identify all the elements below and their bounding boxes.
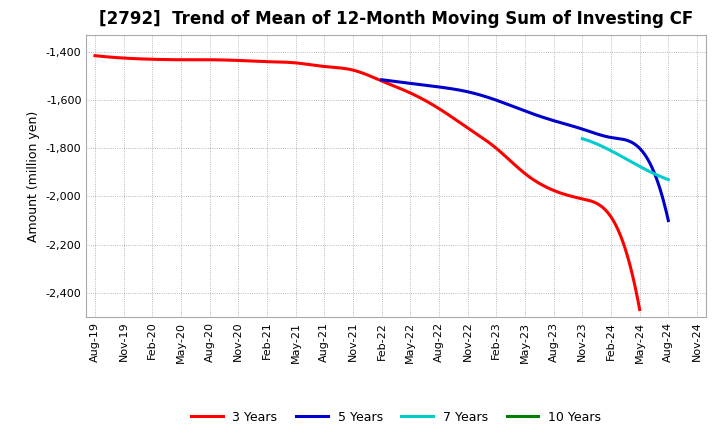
Title: [2792]  Trend of Mean of 12-Month Moving Sum of Investing CF: [2792] Trend of Mean of 12-Month Moving …: [99, 10, 693, 28]
Y-axis label: Amount (million yen): Amount (million yen): [27, 110, 40, 242]
Legend: 3 Years, 5 Years, 7 Years, 10 Years: 3 Years, 5 Years, 7 Years, 10 Years: [186, 406, 606, 429]
